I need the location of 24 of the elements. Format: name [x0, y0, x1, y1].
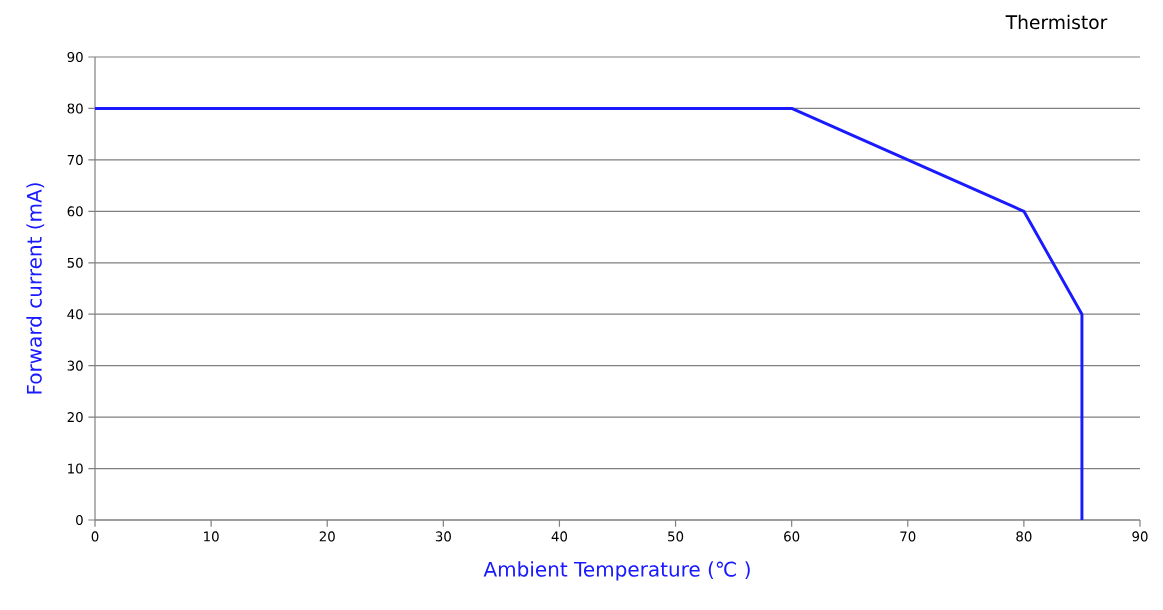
x-tick-label: 90 [1132, 531, 1148, 542]
y-tick-label: 20 [67, 412, 83, 423]
y-tick-label: 50 [67, 257, 83, 268]
x-tick-label: 50 [668, 531, 684, 542]
y-tick-label: 10 [68, 463, 83, 474]
y-tick-label: 70 [67, 154, 83, 165]
y-tick-label: 60 [67, 206, 83, 217]
y-tick-label: 80 [67, 103, 83, 114]
y-axis-title: Forward current (mA) [26, 183, 45, 394]
chart-title: Thermistor [1005, 14, 1108, 30]
x-tick-label: 10 [204, 531, 219, 542]
x-tick-label: 60 [784, 531, 800, 542]
x-tick-label: 0 [91, 531, 99, 542]
y-tick-label: 40 [67, 309, 83, 320]
y-tick-label: 90 [67, 51, 83, 63]
x-axis-title: Ambient Temperature (℃ ) [483, 561, 750, 581]
y-tick-label: 30 [67, 360, 83, 371]
y-tick-label: 0 [76, 514, 83, 526]
line-series [93, 106, 1084, 522]
x-tick-label: 30 [435, 531, 451, 542]
x-tick-label: 80 [1016, 531, 1032, 542]
x-tick-label: 20 [319, 531, 335, 542]
x-tick-label: 70 [900, 531, 916, 542]
x-tick-label: 40 [551, 531, 568, 542]
